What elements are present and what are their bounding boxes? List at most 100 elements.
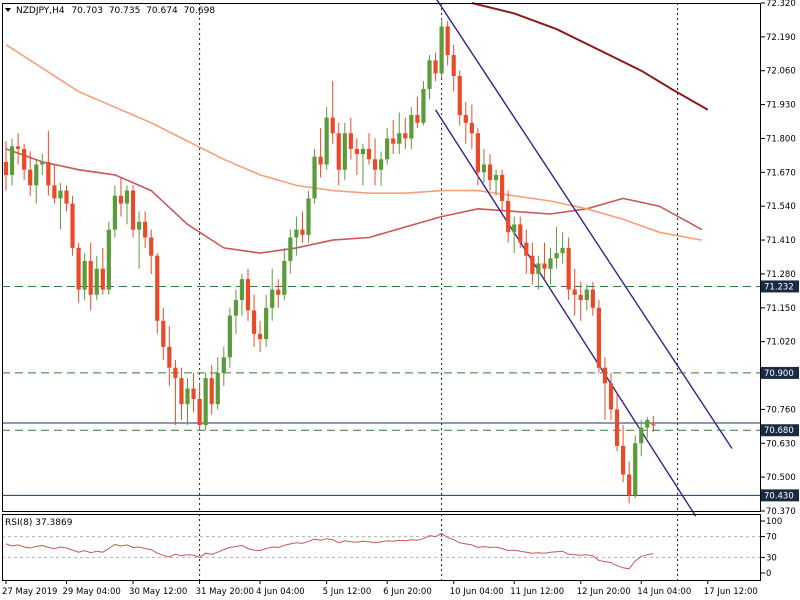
ohlc-high: 70.735 xyxy=(109,6,141,16)
candle-bear xyxy=(651,424,656,426)
candle-bull xyxy=(112,195,117,230)
candle-bear xyxy=(372,159,378,170)
ohlc-close: 70.698 xyxy=(184,6,216,16)
candle-bull xyxy=(215,372,220,405)
candle-bull xyxy=(94,268,99,295)
candle-bull xyxy=(9,146,15,175)
candle-bear xyxy=(445,26,450,56)
ohlc-open: 70.703 xyxy=(71,6,103,16)
candle-bull xyxy=(312,156,317,199)
candle-bull xyxy=(409,115,414,139)
candle-bear xyxy=(475,133,480,173)
candle-bear xyxy=(542,263,547,269)
candle-bear xyxy=(518,224,523,243)
moving-averages-layer xyxy=(5,2,709,254)
candle-bear xyxy=(197,398,202,426)
candle-bear xyxy=(161,320,166,347)
candle-bear xyxy=(596,307,601,368)
candle-bear xyxy=(608,383,614,410)
candle-bear xyxy=(209,378,214,405)
candle-bear xyxy=(179,378,184,405)
rsi-tick-label: 0 xyxy=(766,569,771,579)
candle-bull xyxy=(82,260,87,290)
price-tick-label: 70.370 xyxy=(766,507,796,517)
level-tag-label: 70.900 xyxy=(764,369,794,379)
time-tick-label: 14 Jun 04:00 xyxy=(637,587,691,597)
candle-bear xyxy=(149,237,154,256)
price-tick-label: 71.020 xyxy=(766,338,796,348)
candle-bear xyxy=(167,346,172,368)
price-tick-label: 72.060 xyxy=(766,67,796,77)
symbol-label: NZDJPY,H4 xyxy=(16,6,65,16)
candle-bear xyxy=(572,289,577,295)
candle-bull xyxy=(221,357,226,373)
time-tick-label: 4 Jun 04:00 xyxy=(256,587,305,597)
candle-bear xyxy=(602,367,608,384)
candle-bull xyxy=(554,253,559,259)
price-tick-label: 71.670 xyxy=(766,168,796,178)
price-tick-label: 71.410 xyxy=(766,236,796,246)
channel-trendline xyxy=(436,0,733,449)
candle-bear xyxy=(469,122,474,134)
candle-bear xyxy=(578,294,583,300)
candle-bull xyxy=(282,260,287,295)
moving-average-line xyxy=(5,148,703,254)
candle-bull xyxy=(288,237,293,261)
candle-bear xyxy=(457,75,462,116)
candle-bull xyxy=(633,443,638,496)
time-tick-label: 5 Jun 12:00 xyxy=(323,587,372,597)
candle-bear xyxy=(487,164,493,181)
candle-bear xyxy=(100,268,105,290)
candle-bear xyxy=(530,255,535,274)
moving-average-line xyxy=(471,2,709,111)
time-tick-label: 27 May 2019 xyxy=(2,587,57,597)
candle-bear xyxy=(130,190,136,230)
time-tick-label: 30 May 12:00 xyxy=(129,587,187,597)
candle-bull xyxy=(264,307,269,340)
rsi-line xyxy=(5,532,654,570)
candle-bull xyxy=(548,258,553,269)
candle-bear xyxy=(191,388,196,399)
candle-bear xyxy=(276,289,281,295)
candle-bear xyxy=(118,195,124,204)
candle-bear xyxy=(336,133,341,170)
time-tick-label: 31 May 20:00 xyxy=(196,587,254,597)
candle-bull xyxy=(233,299,238,316)
candle-bear xyxy=(143,221,148,238)
level-tag-background xyxy=(761,366,799,379)
rsi-label: RSI(8) 37.3869 xyxy=(5,518,73,528)
level-tag-background xyxy=(761,489,799,502)
candle-bull xyxy=(512,224,517,233)
price-channel-layer xyxy=(434,0,733,517)
grid-layer xyxy=(199,3,679,580)
candle-bear xyxy=(366,148,372,160)
candle-bear xyxy=(16,146,21,149)
candle-bear xyxy=(566,247,571,290)
candle-bear xyxy=(330,117,335,134)
candle-bull xyxy=(481,164,487,173)
horizontal-levels-layer xyxy=(2,285,761,496)
rsi-tick-label: 100 xyxy=(766,517,782,527)
candle-bear xyxy=(524,242,529,256)
candle-bear xyxy=(463,115,468,123)
price-tick-label: 72.320 xyxy=(766,0,796,9)
candle-bull xyxy=(294,229,299,238)
rsi-panel xyxy=(2,532,761,570)
candle-bull xyxy=(427,60,432,89)
candle-bear xyxy=(433,60,438,74)
dropdown-triangle-icon[interactable] xyxy=(5,8,11,12)
candle-bear xyxy=(627,474,632,496)
candle-bull xyxy=(306,198,311,235)
candle-bear xyxy=(76,247,81,290)
candle-bear xyxy=(354,148,359,155)
level-tag-label: 70.680 xyxy=(764,426,794,436)
level-tag-background xyxy=(761,280,799,293)
price-tick-label: 70.500 xyxy=(766,473,796,483)
channel-trendline xyxy=(434,109,697,517)
candle-bear xyxy=(245,279,251,311)
candle-bear xyxy=(500,174,505,201)
candle-bull xyxy=(137,221,142,230)
time-tick-label: 12 Jun 20:00 xyxy=(577,587,631,597)
